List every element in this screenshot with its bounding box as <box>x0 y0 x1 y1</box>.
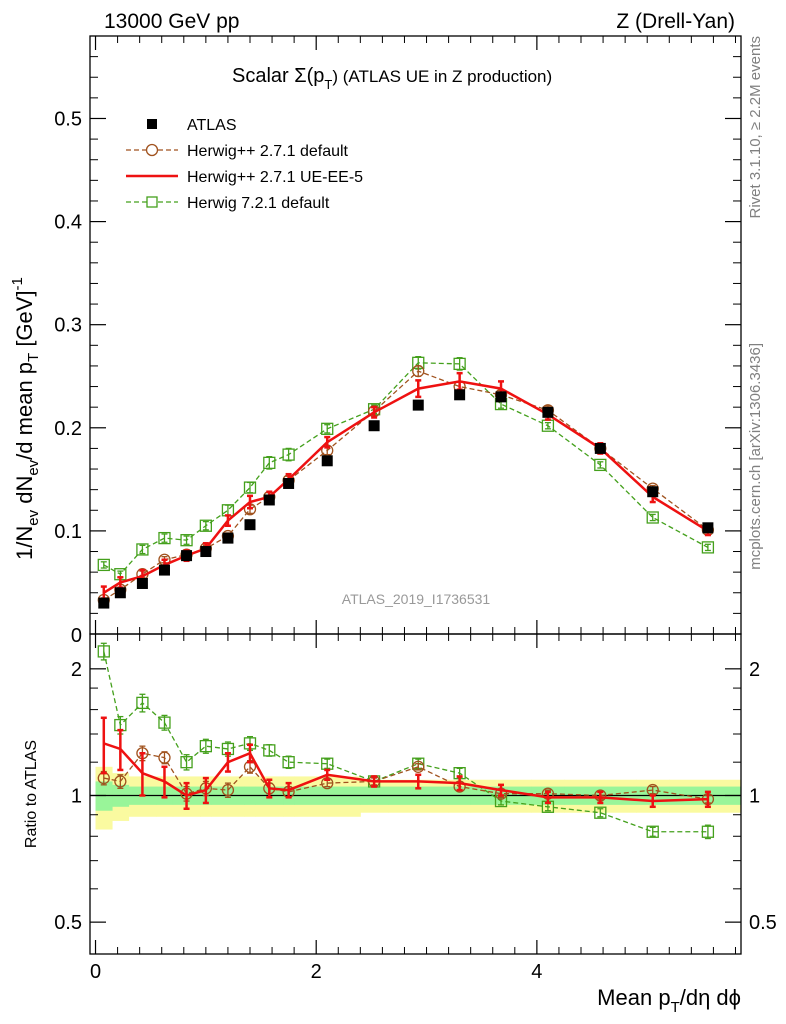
main-herwig-7-2-1-default-point <box>199 519 213 532</box>
ratio-ytick-label: 0.5 <box>54 912 82 934</box>
main-ytick-label: 0.4 <box>54 212 82 234</box>
main-herwig-7-2-1-default-point <box>701 541 715 554</box>
legend-atlas-label: ATLAS <box>187 117 237 134</box>
main-atlas-point <box>495 391 507 403</box>
main-ytick-label: 0.1 <box>54 521 82 543</box>
legend-herwig721-default-marker <box>146 196 158 208</box>
ratio-xtick-label: 0 <box>90 961 101 983</box>
legend-entry-herwig721-default: Herwig 7.2.1 default <box>126 195 330 212</box>
title-sub: T <box>324 77 332 92</box>
main-atlas-point <box>454 389 466 401</box>
main-panel: 0.1 0.2 0.3 0.4 0.5 0 Scalar Σ(pT) (ATLAS UE … <box>9 35 742 647</box>
ratio-herwig-2-7-1-default-point <box>158 751 171 764</box>
main-herwig-2-7-1-default-line <box>103 370 709 601</box>
main-atlas-point <box>283 477 295 489</box>
rivet-label: Rivet 3.1.10, ≥ 2.2M events <box>747 36 764 219</box>
ratio-herwig-7-2-1-default-point <box>158 716 171 729</box>
main-herwig-7-2-1-default-point <box>180 534 193 547</box>
legend-herwig271-ueee5-label: Herwig++ 2.7.1 UE-EE-5 <box>187 169 363 186</box>
ratio-xlabel: Mean pT/dη dϕ <box>597 985 741 1016</box>
main-ytick-label: 0.3 <box>54 315 82 337</box>
legend: ATLAS Herwig++ 2.7.1 default Herwig++ 2.… <box>126 117 363 212</box>
main-atlas-point <box>181 550 193 562</box>
main-atlas-point <box>158 564 170 576</box>
legend-entry-herwig271-ueee5: Herwig++ 2.7.1 UE-EE-5 <box>126 169 363 186</box>
main-atlas-point <box>244 519 256 531</box>
mcplots-label: mcplots.cern.ch [arXiv:1306.3436] <box>747 343 764 570</box>
main-ytick-label: 0.2 <box>54 418 82 440</box>
ratio-herwig-7-2-1-default-series <box>97 642 715 840</box>
ratio-ytick-label: 2 <box>71 659 82 681</box>
ratio-herwig-7-2-1-default-point <box>180 756 193 769</box>
ratio-xtick-label: 4 <box>531 961 542 983</box>
main-herwig-7-2-1-default-point <box>158 531 171 545</box>
main-herwig-2-7-1-ue-ee-5-line <box>103 380 709 594</box>
title-suffix: ) (ATLAS UE in Z production) <box>332 67 552 86</box>
legend-herwig721-default-label: Herwig 7.2.1 default <box>187 195 330 212</box>
ratio-herwig-2-7-1-ue-ee-5-series <box>100 716 711 810</box>
xlabel-sub: T <box>671 999 680 1016</box>
xlabel-prefix: Mean p <box>597 985 670 1010</box>
ratio-frame <box>89 633 742 955</box>
legend-herwig271-default-marker <box>145 143 159 157</box>
analysis-watermark: ATLAS_2019_I1736531 <box>342 591 491 607</box>
legend-herwig271-default-label: Herwig++ 2.7.1 default <box>187 143 349 160</box>
main-atlas-point <box>98 597 110 609</box>
main-atlas-point <box>222 532 234 544</box>
legend-atlas-marker <box>147 119 157 129</box>
ratio-ytick-label-right: 1 <box>749 785 760 807</box>
header-left-label: 13000 GeV pp <box>104 10 239 33</box>
main-atlas-series <box>98 389 714 609</box>
ratio-herwig-7-2-1-default-point <box>199 739 213 753</box>
title-prefix: Scalar Σ(p <box>232 65 324 87</box>
main-ytick-label-zero: 0 <box>71 625 82 647</box>
main-atlas-point <box>368 420 380 432</box>
ratio-herwig-7-2-1-default-point <box>263 744 276 757</box>
main-atlas-point <box>594 442 606 454</box>
main-atlas-point <box>647 486 659 498</box>
main-herwig-7-2-1-default-point <box>243 481 257 494</box>
main-title: Scalar Σ(pT) (ATLAS UE in Z production) <box>232 65 552 92</box>
ratio-ytick-label: 1 <box>71 785 82 807</box>
legend-entry-herwig271-default: Herwig++ 2.7.1 default <box>126 143 349 160</box>
ratio-herwig-2-7-1-default-point <box>412 760 425 773</box>
ratio-herwig-2-7-1-default-point <box>221 783 235 797</box>
main-herwig-7-2-1-default-point <box>263 456 276 469</box>
main-herwig-7-2-1-default-point <box>594 458 607 472</box>
main-atlas-point <box>542 406 554 418</box>
main-atlas-point <box>702 522 714 534</box>
main-herwig-7-2-1-default-point <box>453 357 466 371</box>
main-ylabel: 1/Nev dNev/d mean pT [GeV]-1 <box>9 277 42 560</box>
ratio-herwig-7-2-1-default-point <box>282 756 295 769</box>
ratio-xtick-label: 2 <box>311 961 322 983</box>
xlabel-suffix: /dη dϕ <box>680 985 741 1010</box>
ratio-ylabel: Ratio to ATLAS <box>23 740 40 848</box>
ratio-herwig-7-2-1-default-point <box>136 696 149 710</box>
main-herwig-7-2-1-default-point <box>97 558 110 572</box>
main-herwig-7-2-1-default-point <box>136 543 149 556</box>
ratio-ytick-label-right: 2 <box>749 659 760 681</box>
legend-entry-atlas: ATLAS <box>147 117 237 134</box>
main-atlas-point <box>263 494 275 506</box>
main-herwig-2-7-1-ue-ee-5-series <box>100 371 711 601</box>
ratio-herwig-7-2-1-default-point <box>594 806 607 819</box>
main-herwig-7-2-1-default-point <box>321 422 334 435</box>
ratio-panel: 0.5 0.5 1 1 2 2 0 2 4 Ratio to ATLAS Mean pT/dη … <box>23 633 777 1016</box>
main-atlas-point <box>412 399 424 411</box>
main-herwig-7-2-1-default-point <box>646 511 659 524</box>
ratio-ytick-label-right: 0.5 <box>749 912 777 934</box>
main-ytick-label: 0.5 <box>54 108 82 130</box>
ratio-herwig-7-2-1-default-point <box>701 825 715 838</box>
main-atlas-point <box>136 577 148 589</box>
main-herwig-7-2-1-default-point <box>282 448 295 461</box>
ratio-herwig-7-2-1-default-point <box>646 825 659 838</box>
header-right-label: Z (Drell-Yan) <box>616 10 735 33</box>
ratio-herwig-7-2-1-default-point <box>97 645 110 658</box>
main-atlas-point <box>114 587 126 599</box>
main-atlas-point <box>321 455 333 467</box>
ratio-herwig-2-7-1-default-point <box>114 775 127 788</box>
main-herwig-2-7-1-default-point <box>412 364 425 378</box>
main-atlas-point <box>200 546 212 558</box>
